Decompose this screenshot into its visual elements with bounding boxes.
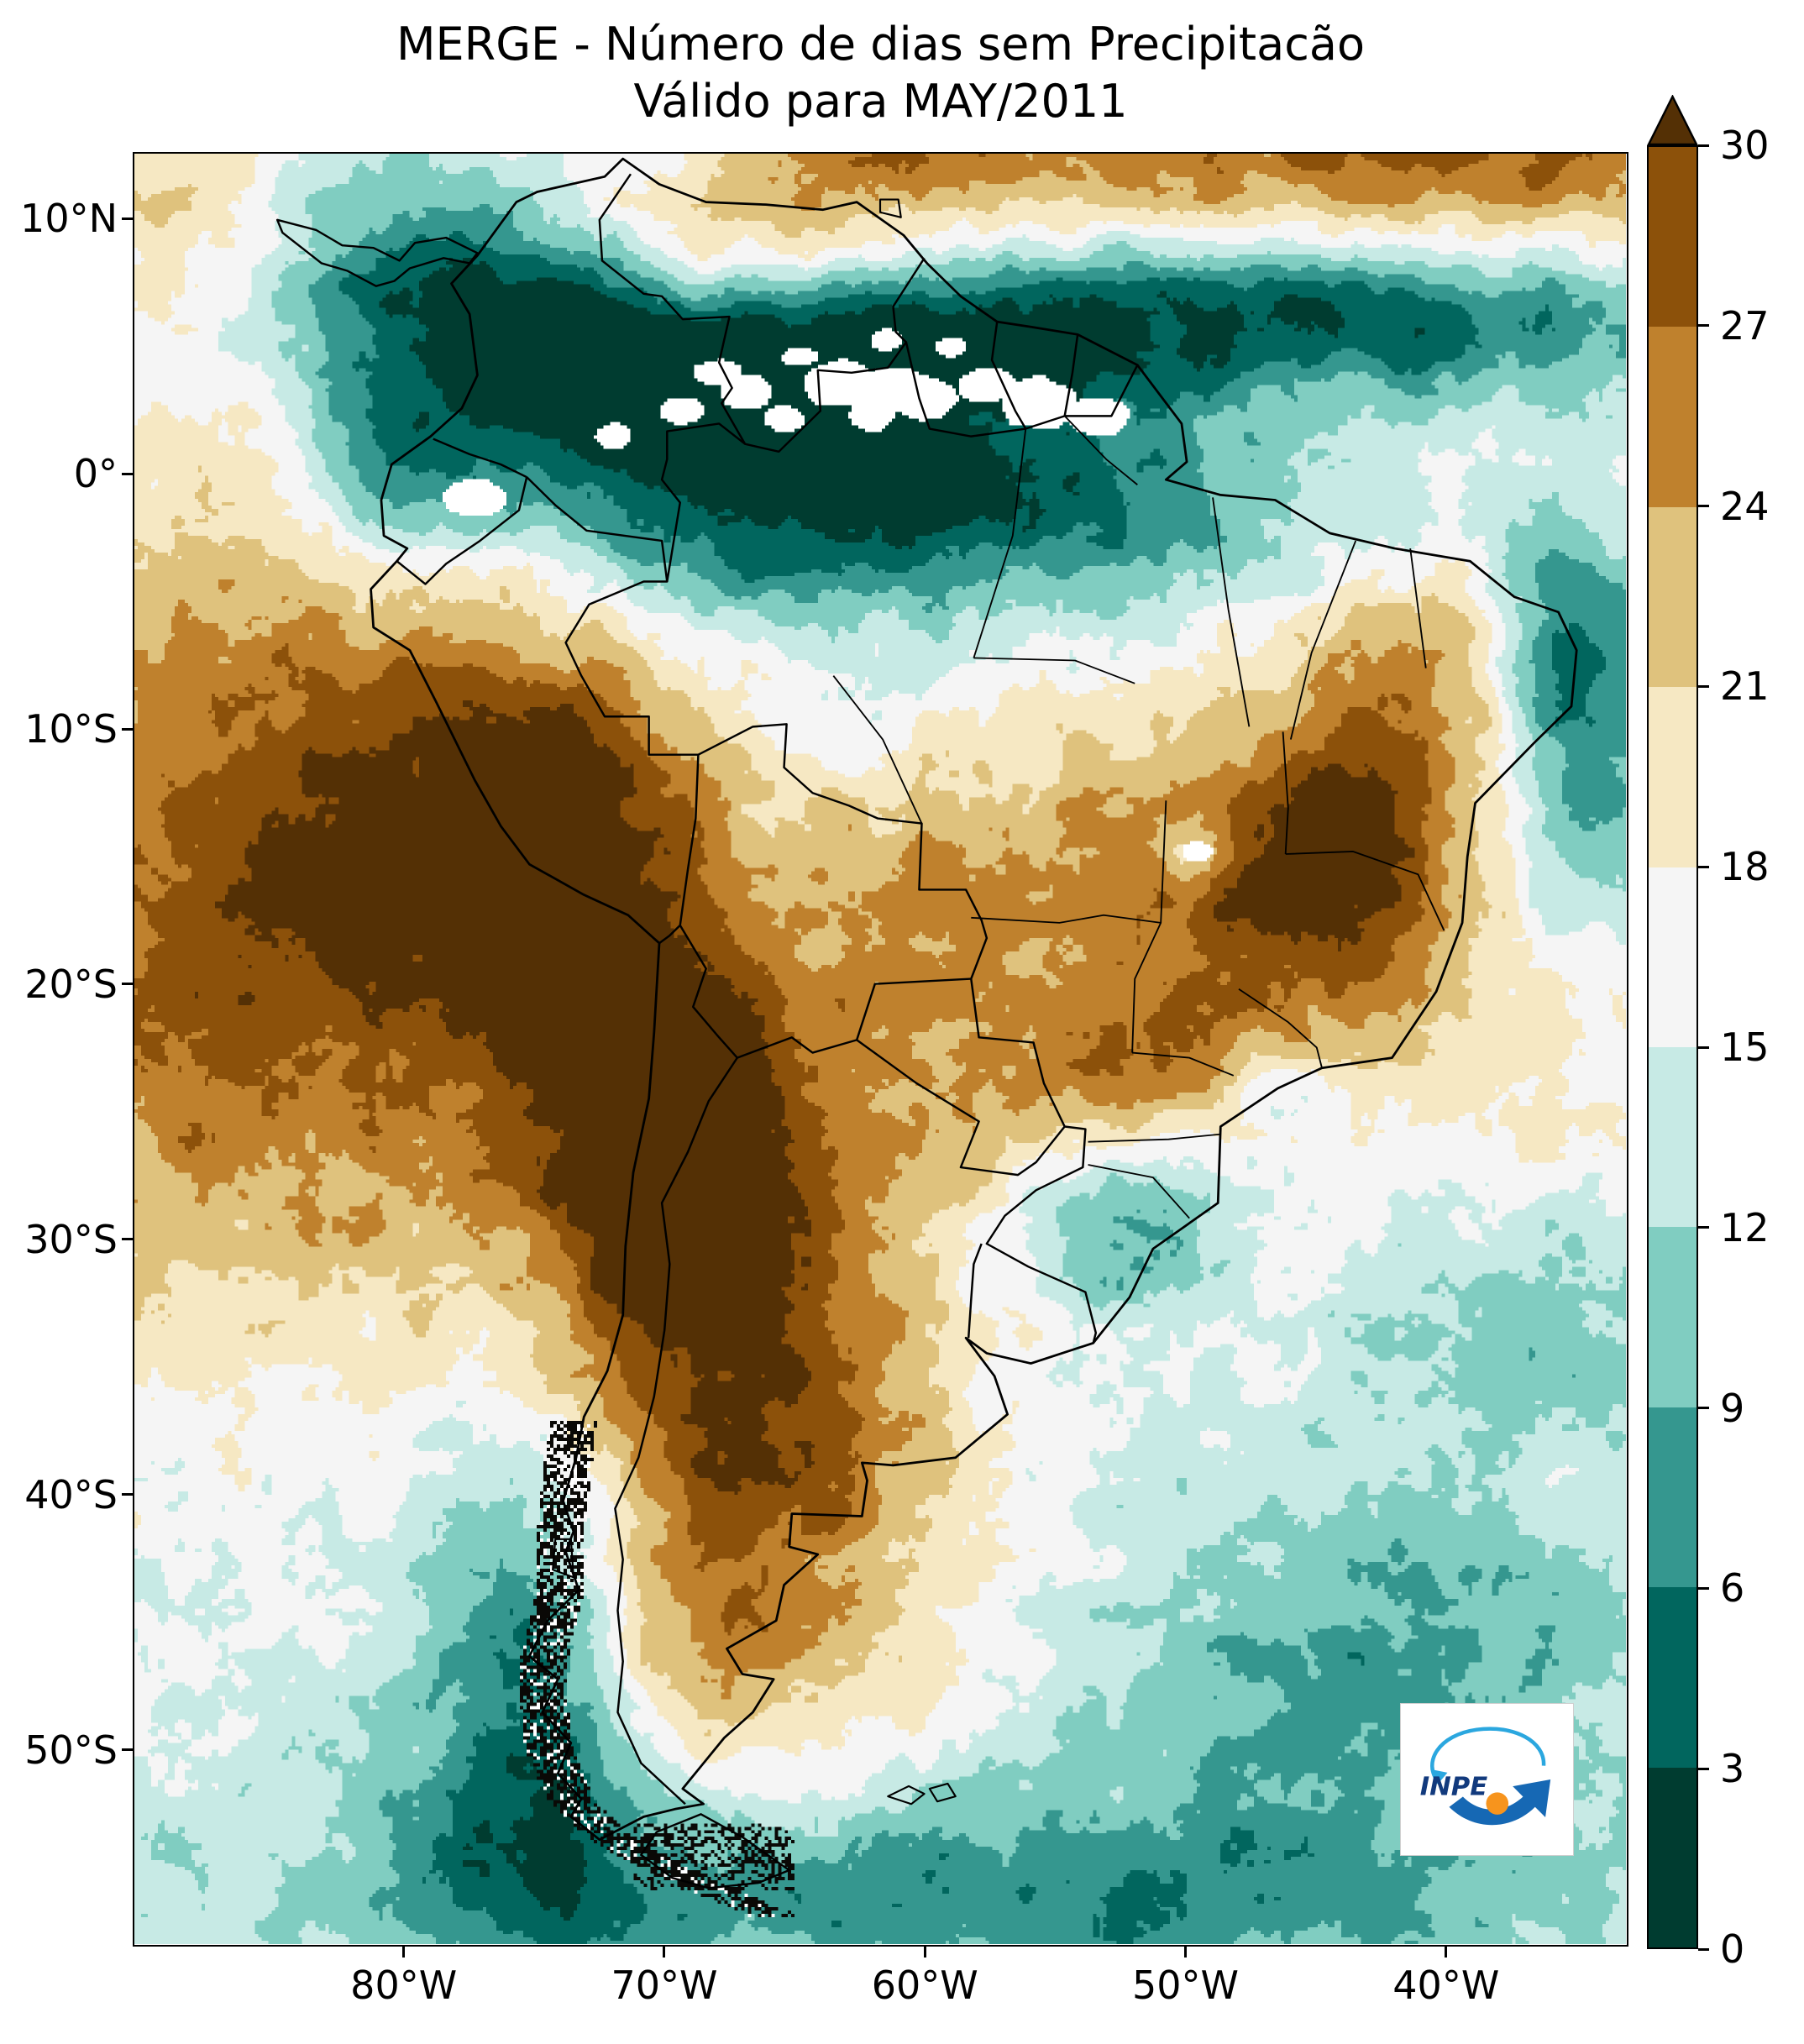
colorbar-tick-label-9: 9 (1720, 1385, 1745, 1431)
figure-title-line2: Válido para MAY/2011 (633, 75, 1128, 128)
y-tick-mark (122, 727, 133, 731)
y-tick-label-50°S: 50°S (24, 1727, 118, 1773)
colorbar-segment-27-30 (1649, 147, 1696, 328)
x-tick-mark (402, 1947, 406, 1958)
x-tick-mark (1184, 1947, 1188, 1958)
colorbar-tick-label-3: 3 (1720, 1746, 1745, 1792)
y-tick-mark (122, 983, 133, 986)
y-tick-mark (122, 1238, 133, 1241)
y-tick-label-10°N: 10°N (20, 196, 118, 242)
colorbar-segment-21-24 (1649, 506, 1696, 688)
colorbar-segment-0-3 (1649, 1767, 1696, 1948)
colorbar-tick-mark (1698, 1586, 1709, 1590)
logo-orbit-arrowhead (1430, 1769, 1448, 1784)
y-tick-mark (122, 217, 133, 220)
logo-orbit-arc (1430, 1727, 1546, 1785)
colorbar-tick-mark (1698, 324, 1709, 328)
y-tick-label-0°: 0° (73, 451, 118, 497)
colorbar-tick-label-12: 12 (1720, 1204, 1770, 1250)
colorbar-tick-mark (1698, 1767, 1709, 1770)
precip-days-field-canvas (134, 154, 1626, 1944)
colorbar-tick-label-21: 21 (1720, 663, 1770, 710)
colorbar-segment-24-27 (1649, 327, 1696, 507)
colorbar-tick-mark (1698, 1947, 1709, 1951)
colorbar-segment-12-15 (1649, 1047, 1696, 1228)
y-tick-label-40°S: 40°S (24, 1471, 118, 1517)
colorbar-extend-arrow (1647, 95, 1698, 145)
y-tick-label-30°S: 30°S (24, 1216, 118, 1262)
colorbar-segment-6-9 (1649, 1407, 1696, 1588)
colorbar-tick-label-30: 30 (1720, 123, 1770, 168)
colorbar-tick-label-27: 27 (1720, 302, 1770, 349)
colorbar-segment-18-21 (1649, 687, 1696, 867)
colorbar-tick-mark (1698, 505, 1709, 508)
figure-title-line1: MERGE - Número de dias sem Precipitacão (396, 18, 1366, 71)
x-tick-mark (1445, 1947, 1448, 1958)
x-tick-mark (923, 1947, 926, 1958)
colorbar-tick-mark (1698, 1046, 1709, 1049)
x-tick-mark (663, 1947, 666, 1958)
logo-orange-ball (1486, 1792, 1509, 1815)
colorbar-tick-label-15: 15 (1720, 1025, 1770, 1070)
x-tick-label-80°W: 80°W (350, 1963, 458, 2008)
x-tick-label-50°W: 50°W (1132, 1963, 1240, 2008)
x-tick-label-70°W: 70°W (611, 1963, 718, 2008)
inpe-logo: INPE (1400, 1703, 1574, 1856)
logo-text: INPE (1420, 1772, 1488, 1801)
colorbar-tick-mark (1698, 1407, 1709, 1410)
y-tick-label-20°S: 20°S (24, 961, 118, 1007)
logo-swoosh-arrow (1449, 1779, 1551, 1826)
map-panel: INPE (133, 152, 1628, 1947)
colorbar (1647, 145, 1698, 1949)
colorbar-tick-label-18: 18 (1720, 844, 1770, 890)
y-tick-mark (122, 472, 133, 475)
colorbar-tick-mark (1698, 1226, 1709, 1229)
colorbar-tick-label-0: 0 (1720, 1926, 1745, 1972)
colorbar-segment-3-6 (1649, 1587, 1696, 1768)
colorbar-tick-mark (1698, 865, 1709, 868)
x-tick-label-60°W: 60°W (871, 1963, 978, 2008)
colorbar-tick-label-24: 24 (1720, 483, 1770, 529)
colorbar-tick-mark (1698, 684, 1709, 688)
y-tick-mark (122, 1493, 133, 1496)
colorbar-tick-label-6: 6 (1720, 1565, 1745, 1612)
colorbar-segment-15-18 (1649, 867, 1696, 1048)
y-tick-label-10°S: 10°S (24, 706, 118, 752)
colorbar-tick-mark (1698, 144, 1709, 147)
colorbar-segment-9-12 (1649, 1227, 1696, 1407)
x-tick-label-40°W: 40°W (1392, 1963, 1500, 2008)
y-tick-mark (122, 1748, 133, 1752)
